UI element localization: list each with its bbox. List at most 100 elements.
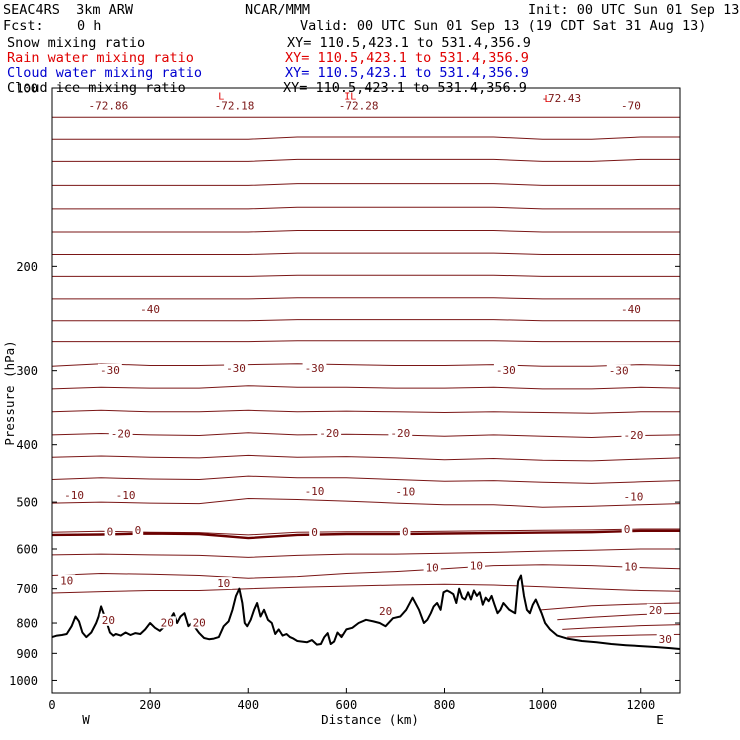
contour-label-bg (621, 490, 646, 503)
terrain-mask (52, 575, 680, 693)
contour-label: -10 (305, 485, 325, 498)
contour-label-bg (317, 426, 342, 439)
isotherm-line (52, 454, 680, 462)
y-tick-label: 100 (16, 82, 38, 96)
contour-label-bg (58, 574, 76, 587)
isotherm-line (52, 183, 680, 186)
contour-label-bg (190, 616, 208, 629)
x-tick-label: 1000 (528, 698, 557, 712)
contour-label: -30 (609, 365, 629, 378)
contour-label-bg (212, 99, 257, 112)
y-tick-label: 600 (16, 543, 38, 557)
isotherm-line (52, 363, 680, 367)
isotherm-line (52, 297, 680, 300)
isotherm-line (52, 432, 680, 439)
contour-label: 0 (624, 523, 631, 536)
contour-label: -20 (623, 429, 643, 442)
x-axis-label: Distance (km) (321, 712, 419, 727)
x-tick-label: 200 (139, 698, 161, 712)
contour-label-bg (493, 363, 518, 376)
contour-label: -20 (111, 428, 131, 441)
rain-marker: IL (344, 92, 356, 103)
contour-label: 0 (402, 525, 409, 538)
contour-label-bg (62, 488, 86, 501)
contour-label: 0 (311, 526, 318, 539)
y-tick-label: 700 (16, 582, 38, 596)
isotherm-line (52, 385, 680, 390)
contour-label-bg (99, 613, 117, 626)
contour-label: 0 (135, 524, 142, 537)
contour-labels: -72.86 -72.18 -72.28 -72.43 -70 -40 -40 -30 -30 -… (58, 92, 674, 646)
contour-label: 10 (624, 560, 637, 573)
contour-label: 10 (217, 577, 230, 590)
y-axis-label: Pressure (hPa) (2, 340, 17, 445)
plot-frame (51, 87, 681, 694)
x-tick-label: 800 (434, 698, 456, 712)
y-tick-label: 1000 (9, 674, 38, 688)
isotherm-line (562, 624, 680, 630)
contour-label-bg (393, 485, 418, 498)
field-xy-rain: XY= 110.5,423.1 to 531.4,356.9 (285, 50, 529, 66)
contour-label: 20 (379, 605, 392, 618)
contour-label-bg (467, 559, 485, 572)
field-xy-cloud-water: XY= 110.5,423.1 to 531.4,356.9 (285, 65, 529, 81)
isotherm-line (52, 564, 680, 579)
contour-label: 0 (107, 525, 114, 538)
y-tick-label: 800 (16, 617, 38, 631)
isotherm-line (52, 583, 680, 594)
terrain-line (51, 574, 681, 650)
isotherm-line (52, 340, 680, 343)
contour-label-bg (309, 526, 320, 539)
contour-label-bg (302, 485, 327, 498)
contour-label-bg (98, 363, 122, 376)
contour-label: -72.28 (339, 99, 379, 112)
contour-label: -40 (621, 303, 641, 316)
contour-label-bg (113, 488, 138, 501)
init-time: Init: 00 UTC Sun 01 Sep 13 (528, 2, 740, 18)
isotherm-line (52, 252, 680, 255)
contour-label-bg (132, 523, 144, 536)
contour-label: 20 (102, 614, 115, 627)
x-tick-label: 600 (336, 698, 358, 712)
contour-label-bg (619, 302, 643, 315)
contour-label-bg (224, 362, 248, 375)
contour-label: -72.18 (215, 99, 255, 112)
field-xy-snow: XY= 110.5,423.1 to 531.4,356.9 (287, 35, 531, 51)
contour-label-bg (104, 525, 116, 538)
contour-label-bg (108, 427, 133, 440)
isotherm-line (52, 528, 680, 536)
contour-label: -40 (140, 303, 160, 316)
contour-label: 10 (426, 562, 439, 575)
x-tick-label: 1200 (626, 698, 655, 712)
contour-label-bg (86, 99, 131, 112)
model-title: SEAC4RS 3km ARW (3, 2, 134, 18)
x-endpoint-west: W (82, 712, 90, 727)
contour-label: 10 (470, 560, 483, 573)
contour-label: -10 (116, 489, 136, 502)
isotherm-line (52, 158, 680, 162)
isotherm-line (52, 475, 680, 484)
fcst-label: Fcst: (3, 18, 44, 34)
isotherm-line (52, 548, 680, 558)
contour-label-bg (423, 561, 441, 574)
contour-label: -10 (395, 486, 415, 499)
contour-label-bg (138, 302, 162, 315)
contour-label: -10 (623, 490, 643, 503)
contour-label: -30 (496, 364, 516, 377)
contour-label: 20 (193, 616, 206, 629)
isotherm-line (52, 497, 680, 508)
y-tick-label: 400 (16, 438, 38, 452)
isotherm-line (52, 274, 680, 277)
contour-label-bg (656, 632, 674, 645)
contour-label-bg (622, 560, 640, 573)
contour-label-bg (302, 362, 327, 375)
isotherm-line (52, 409, 680, 414)
zero-isotherm-line (52, 529, 680, 540)
contour-label-bg (388, 426, 413, 439)
contour-label: -30 (226, 362, 246, 375)
contour-label-bg (621, 523, 633, 535)
institution: NCAR/MMM (245, 2, 311, 18)
contour-label: -72.43 (541, 92, 581, 105)
rain-marker: L (218, 92, 224, 103)
